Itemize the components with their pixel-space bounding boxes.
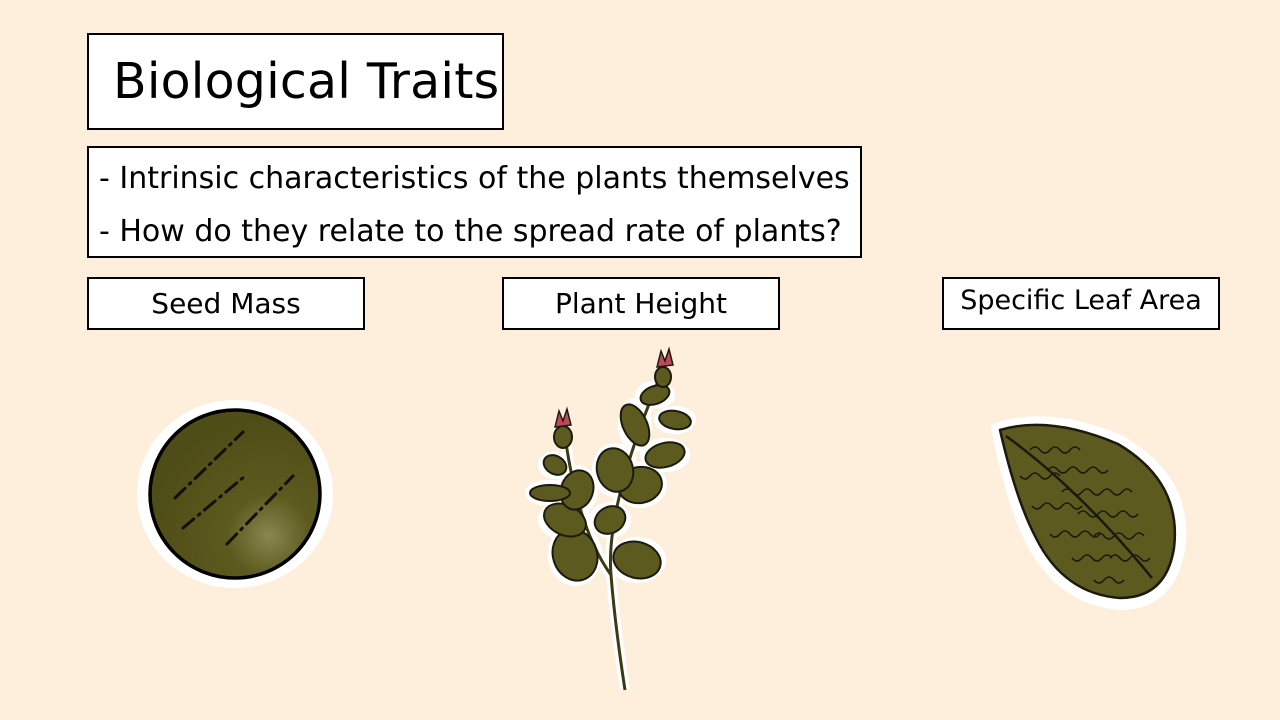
plant-icon bbox=[525, 346, 696, 691]
leaf-icon bbox=[991, 416, 1187, 610]
bullet-list-box: - Intrinsic characteristics of the plant… bbox=[87, 146, 862, 258]
trait-label-text: Plant Height bbox=[554, 287, 727, 320]
trait-label-text: Specific Leaf Area bbox=[960, 285, 1202, 316]
trait-label-text: Seed Mass bbox=[151, 287, 301, 320]
trait-label-seed-mass: Seed Mass bbox=[87, 277, 365, 330]
slide-title: Biological Traits bbox=[113, 53, 500, 110]
trait-label-specific-leaf-area: Specific Leaf Area bbox=[942, 277, 1220, 330]
trait-label-plant-height: Plant Height bbox=[502, 277, 780, 330]
seed-icon bbox=[137, 400, 333, 588]
bullet-item-1: - Intrinsic characteristics of the plant… bbox=[99, 161, 850, 196]
bullet-item-2: - How do they relate to the spread rate … bbox=[99, 214, 842, 249]
title-box: Biological Traits bbox=[87, 33, 504, 130]
